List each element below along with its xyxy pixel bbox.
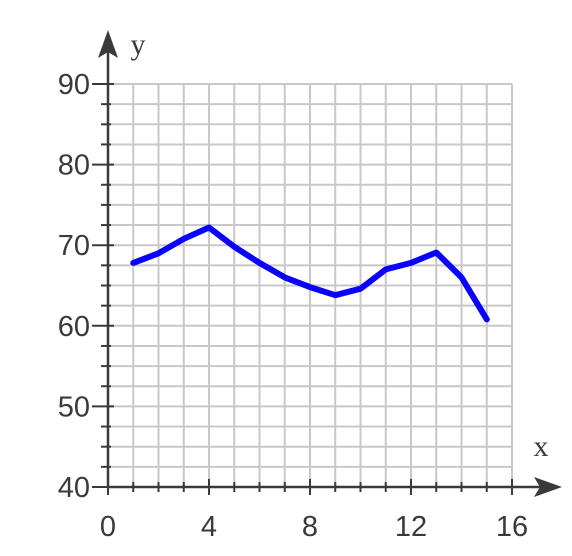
grid bbox=[108, 83, 513, 487]
series-line bbox=[130, 224, 490, 323]
x-tick-label: 8 bbox=[302, 511, 318, 543]
x-axis-label: x bbox=[534, 430, 549, 463]
x-tick-label: 16 bbox=[496, 511, 528, 543]
data-series bbox=[130, 224, 490, 323]
y-tick-label: 40 bbox=[58, 472, 90, 504]
x-tick-label: 4 bbox=[201, 511, 217, 543]
x-tick-label: 0 bbox=[100, 511, 116, 543]
y-tick-label: 90 bbox=[58, 69, 90, 101]
y-axis-label: y bbox=[131, 28, 146, 61]
y-tick-label: 60 bbox=[58, 311, 90, 343]
y-tick-label: 70 bbox=[58, 230, 90, 262]
y-tick-label: 80 bbox=[58, 150, 90, 182]
x-tick-label: 12 bbox=[395, 511, 427, 543]
axis-ticks bbox=[92, 83, 513, 495]
tick-labels: 0 4 8 12 16 40 50 60 70 80 90 bbox=[58, 69, 528, 543]
x-axis-arrow-icon bbox=[534, 477, 562, 497]
y-axis-arrow-icon bbox=[98, 30, 118, 58]
y-tick-label: 50 bbox=[58, 391, 90, 423]
axes bbox=[98, 30, 562, 497]
